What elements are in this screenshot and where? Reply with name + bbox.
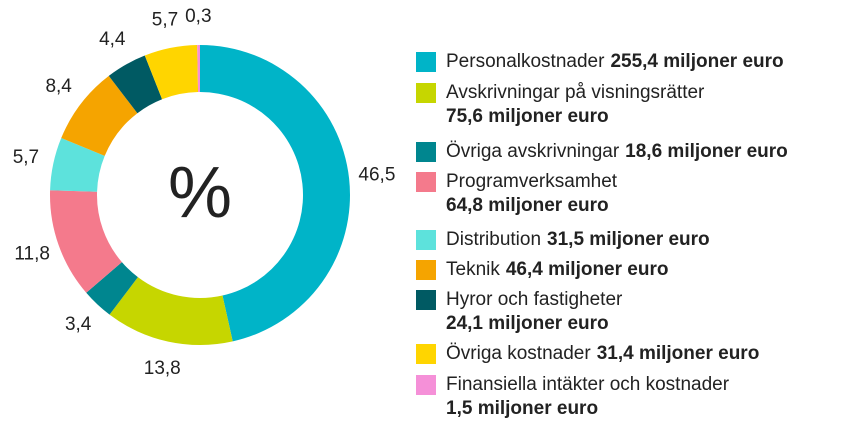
legend-entry: Finansiella intäkter och kostnader [446, 374, 730, 395]
legend-entry: Övriga avskrivningar 18,6 miljoner euro [446, 141, 788, 162]
donut-segment [197, 45, 200, 93]
legend-entry: Övriga kostnader 31,4 miljoner euro [446, 343, 759, 364]
value-label: 13,8 [144, 358, 181, 379]
center-label: % [168, 153, 232, 233]
value-label: 46,5 [358, 164, 395, 185]
legend-name: Övriga kostnader [446, 343, 591, 364]
legend-swatch [416, 230, 436, 250]
value-label: 8,4 [45, 76, 72, 97]
value-label: 4,4 [99, 29, 126, 50]
legend-name: Teknik [446, 259, 500, 280]
legend-name: Programverksamhet [446, 171, 618, 192]
legend-swatch [416, 52, 436, 72]
legend-entry: Programverksamhet [446, 171, 618, 192]
donut-segment [144, 45, 199, 100]
legend-amount: 24,1 miljoner euro [446, 313, 609, 334]
value-label: 5,7 [13, 147, 39, 168]
legend-amount: 64,8 miljoner euro [446, 195, 609, 216]
legend-swatch [416, 375, 436, 395]
donut-segment [109, 277, 233, 345]
value-label: 3,4 [65, 314, 92, 335]
legend-amount: 31,4 miljoner euro [597, 343, 760, 364]
donut-segment [200, 45, 351, 342]
legend-name: Avskrivningar på visningsrätter [446, 82, 705, 103]
legend-entry: Teknik 46,4 miljoner euro [446, 259, 668, 280]
legend-amount: 1,5 miljoner euro [446, 398, 598, 419]
legend-amount: 31,5 miljoner euro [547, 229, 710, 250]
legend-amount: 46,4 miljoner euro [506, 259, 669, 280]
value-label: 5,7 [152, 9, 178, 30]
legend-amount: 255,4 miljoner euro [610, 51, 783, 72]
legend-swatch [416, 260, 436, 280]
legend-name: Personalkostnader [446, 51, 605, 72]
legend-entry: Hyror och fastigheter [446, 289, 623, 310]
donut-segment [61, 75, 138, 156]
legend-entry: Distribution 31,5 miljoner euro [446, 229, 710, 250]
value-label: 0,3 [185, 6, 211, 27]
donut-segment [86, 262, 138, 315]
legend-name: Hyror och fastigheter [446, 289, 623, 310]
legend-swatch [416, 344, 436, 364]
legend-name: Distribution [446, 229, 541, 250]
legend-entry: Avskrivningar på visningsrätter [446, 82, 705, 103]
value-label: 11,8 [14, 243, 50, 264]
legend-swatch [416, 172, 436, 192]
legend-name: Finansiella intäkter och kostnader [446, 374, 730, 395]
legend-swatch [416, 83, 436, 103]
donut-segment [50, 190, 122, 293]
legend-amount: 18,6 miljoner euro [625, 141, 788, 162]
donut-segment [108, 55, 163, 114]
legend-swatch [416, 142, 436, 162]
legend-name: Övriga avskrivningar [446, 141, 620, 162]
legend-swatch [416, 290, 436, 310]
legend-entry: Personalkostnader 255,4 miljoner euro [446, 51, 784, 72]
donut-segment [50, 138, 105, 192]
legend-amount: 75,6 miljoner euro [446, 106, 609, 127]
